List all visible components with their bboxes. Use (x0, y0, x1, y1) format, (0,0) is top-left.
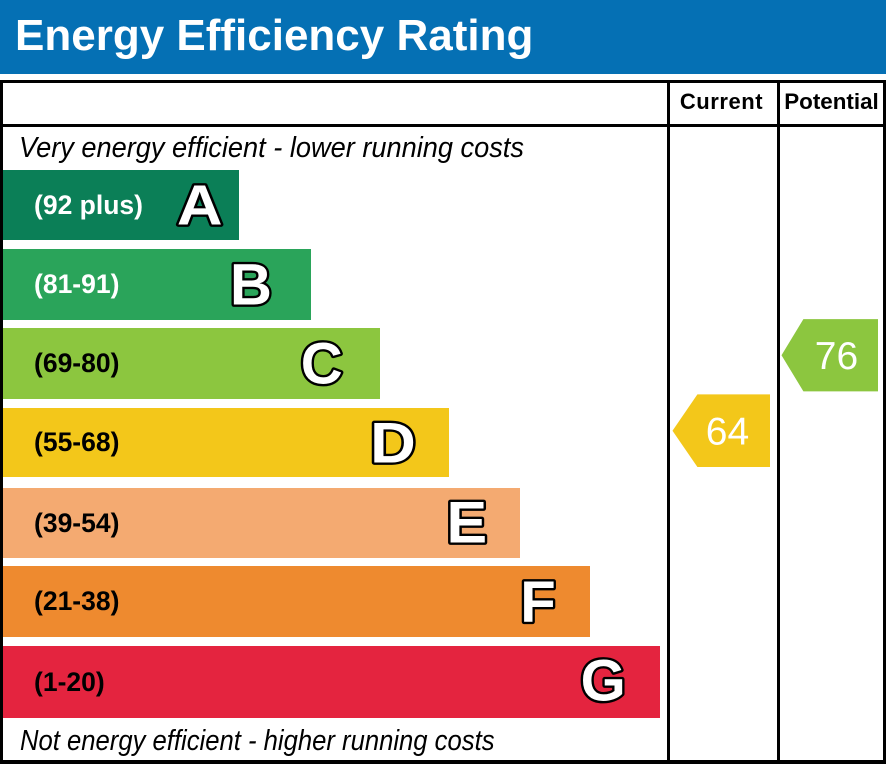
svg-text:D: D (370, 411, 416, 475)
svg-text:E: E (446, 490, 487, 555)
svg-text:76: 76 (815, 335, 858, 378)
svg-text:C: C (301, 332, 343, 397)
svg-text:A: A (177, 174, 223, 237)
svg-text:64: 64 (706, 410, 749, 453)
svg-text:G: G (581, 649, 626, 714)
svg-text:B: B (230, 252, 272, 317)
svg-text:F: F (520, 570, 555, 635)
